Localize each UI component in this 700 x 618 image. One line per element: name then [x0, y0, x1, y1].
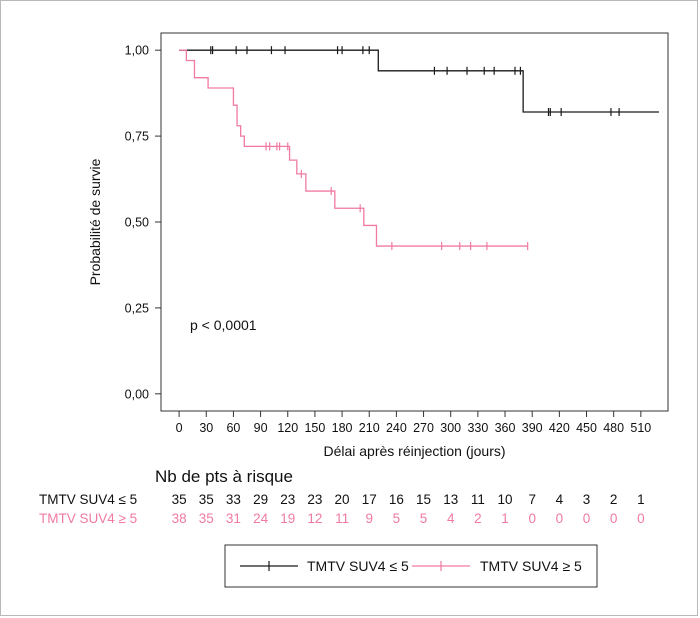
x-tick-label: 300	[440, 421, 461, 435]
risk-cell: 11	[471, 492, 485, 507]
risk-cell: 19	[280, 511, 295, 526]
x-tick-label: 420	[549, 421, 570, 435]
risk-cell: 2	[474, 511, 482, 526]
risk-cell: 35	[199, 492, 214, 507]
y-axis: 1,00 0,75 0,50 0,25 0,00	[125, 44, 161, 401]
x-tick-label: 480	[603, 421, 624, 435]
x-tick-label: 270	[413, 421, 434, 435]
risk-cell: 1	[501, 511, 509, 526]
x-tick-label: 360	[495, 421, 516, 435]
risk-table: TMTV SUV4 ≤ 5 35 35 33 29 23 23 20 17 16 15 13 11 10 7…	[39, 492, 645, 526]
risk-cell: 15	[416, 492, 431, 507]
risk-cell: 1	[637, 492, 645, 507]
risk-row-label: TMTV SUV4 ≤ 5	[39, 492, 137, 507]
risk-cell: 9	[365, 511, 373, 526]
x-tick-label: 60	[226, 421, 240, 435]
y-tick-label: 0,50	[125, 216, 149, 230]
x-tick-label: 30	[199, 421, 213, 435]
risk-cell: 24	[253, 511, 269, 526]
x-tick-label: 450	[576, 421, 597, 435]
risk-cell: 0	[637, 511, 645, 526]
risk-cell: 0	[583, 511, 591, 526]
y-tick-label: 0,75	[125, 130, 149, 144]
risk-cell: 3	[583, 492, 591, 507]
y-tick-label: 0,00	[125, 387, 149, 401]
risk-cell: 12	[307, 511, 322, 526]
x-axis: 0 30 60 90 120 150 180 210 240 270 300 330 360 390 420…	[176, 411, 651, 435]
risk-cell: 23	[307, 492, 322, 507]
x-tick-label: 180	[332, 421, 353, 435]
x-tick-label: 0	[176, 421, 183, 435]
legend-item-1: TMTV SUV4 ≤ 5	[240, 558, 409, 574]
x-tick-label: 390	[522, 421, 543, 435]
risk-cell: 33	[226, 492, 241, 507]
y-axis-title: Probabilité de survie	[87, 158, 103, 285]
risk-cell: 16	[389, 492, 404, 507]
risk-cell: 4	[447, 511, 455, 526]
x-tick-label: 240	[386, 421, 407, 435]
risk-cell: 29	[253, 492, 268, 507]
risk-cell: 11	[335, 511, 349, 526]
risk-cell: 17	[362, 492, 377, 507]
x-tick-label: 210	[359, 421, 380, 435]
x-tick-label: 120	[277, 421, 298, 435]
risk-cell: 4	[556, 492, 564, 507]
risk-cell: 35	[199, 511, 214, 526]
legend-label-2: TMTV SUV4 ≥ 5	[480, 558, 582, 574]
risk-cell: 10	[498, 492, 513, 507]
survival-curves	[179, 46, 659, 251]
risk-cell: 0	[610, 511, 618, 526]
risk-cell: 0	[556, 511, 564, 526]
series-1-line	[179, 49, 659, 113]
p-value-annotation: p < 0,0001	[190, 317, 257, 333]
risk-cell: 23	[280, 492, 295, 507]
y-tick-label: 0,25	[125, 301, 149, 315]
risk-cell: 0	[528, 511, 536, 526]
risk-cell: 7	[528, 492, 536, 507]
risk-cell: 5	[420, 511, 428, 526]
x-tick-label: 150	[304, 421, 325, 435]
risk-cell: 5	[393, 511, 401, 526]
risk-cell: 35	[172, 492, 187, 507]
risk-cell: 2	[610, 492, 618, 507]
x-tick-label: 330	[467, 421, 488, 435]
series-2-line	[179, 49, 528, 247]
legend-label-1: TMTV SUV4 ≤ 5	[307, 558, 409, 574]
x-tick-label: 510	[630, 421, 651, 435]
plot-area	[160, 32, 669, 412]
risk-table-title: Nb de pts à risque	[155, 467, 293, 486]
risk-cell: 38	[172, 511, 187, 526]
y-tick-label: 1,00	[125, 44, 149, 58]
x-tick-label: 90	[254, 421, 268, 435]
risk-row-label: TMTV SUV4 ≥ 5	[39, 511, 137, 526]
risk-cell: 13	[443, 492, 458, 507]
risk-cell: 20	[335, 492, 350, 507]
x-axis-title: Délai après réinjection (jours)	[323, 443, 505, 459]
legend-item-2: TMTV SUV4 ≥ 5	[412, 558, 582, 574]
risk-cell: 31	[226, 511, 241, 526]
